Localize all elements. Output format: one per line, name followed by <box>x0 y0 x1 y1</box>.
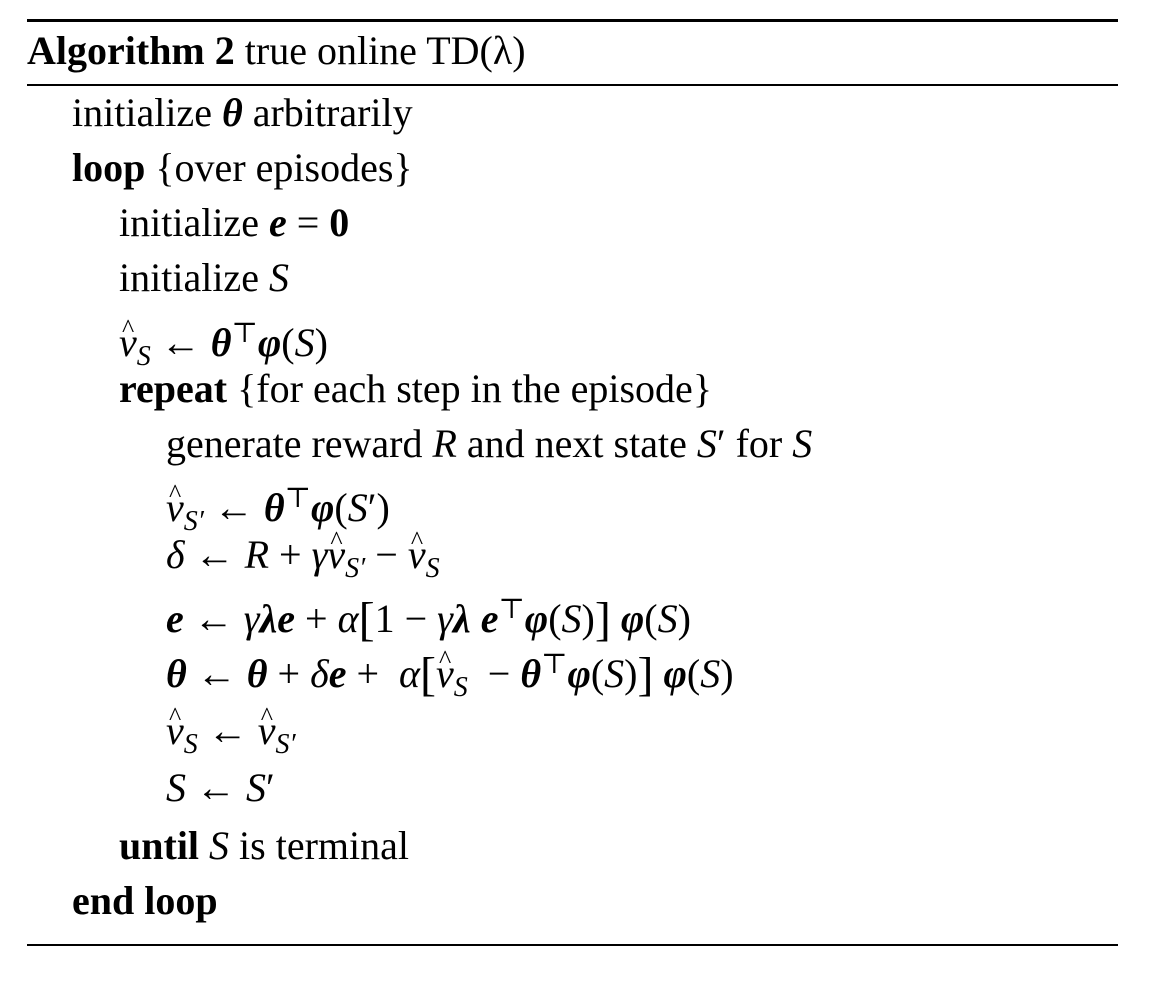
keyword-end-loop: end loop <box>72 878 218 923</box>
top-rule <box>27 19 1118 22</box>
algorithm-line-1: initialize θ arbitrarily <box>72 88 413 138</box>
algorithm-line-13: S ← S′ <box>166 763 275 813</box>
algorithm-caption: Algorithm 2 true online TD(λ) <box>27 26 526 76</box>
algorithm-line-4: initialize S <box>119 253 289 303</box>
algorithm-line-3: initialize e = 0 <box>119 198 349 248</box>
algorithm-line-6: repeat {for each step in the episode} <box>119 364 712 414</box>
caption-rule <box>27 84 1118 86</box>
algorithm-line-10: e ← γλe + α[1 − γλ e⊤φ(S)] φ(S) <box>166 585 691 644</box>
algorithm-title: true online TD(λ) <box>245 28 526 73</box>
algorithm-label: Algorithm 2 <box>27 28 235 73</box>
keyword-repeat: repeat <box>119 366 227 411</box>
algorithm-line-11: θ ← θ + δe + α[vS − θ⊤φ(S)] φ(S) <box>166 640 734 713</box>
algorithm-line-15: end loop <box>72 876 218 926</box>
algorithm-line-12: vS ← vS′ <box>166 706 296 770</box>
algorithm-line-14: until S is terminal <box>119 821 409 871</box>
algorithm-line-7: generate reward R and next state S′ for … <box>166 419 812 469</box>
keyword-loop: loop <box>72 145 145 190</box>
algorithm-line-2: loop {over episodes} <box>72 143 413 193</box>
keyword-until: until <box>119 823 199 868</box>
bottom-rule <box>27 944 1118 946</box>
